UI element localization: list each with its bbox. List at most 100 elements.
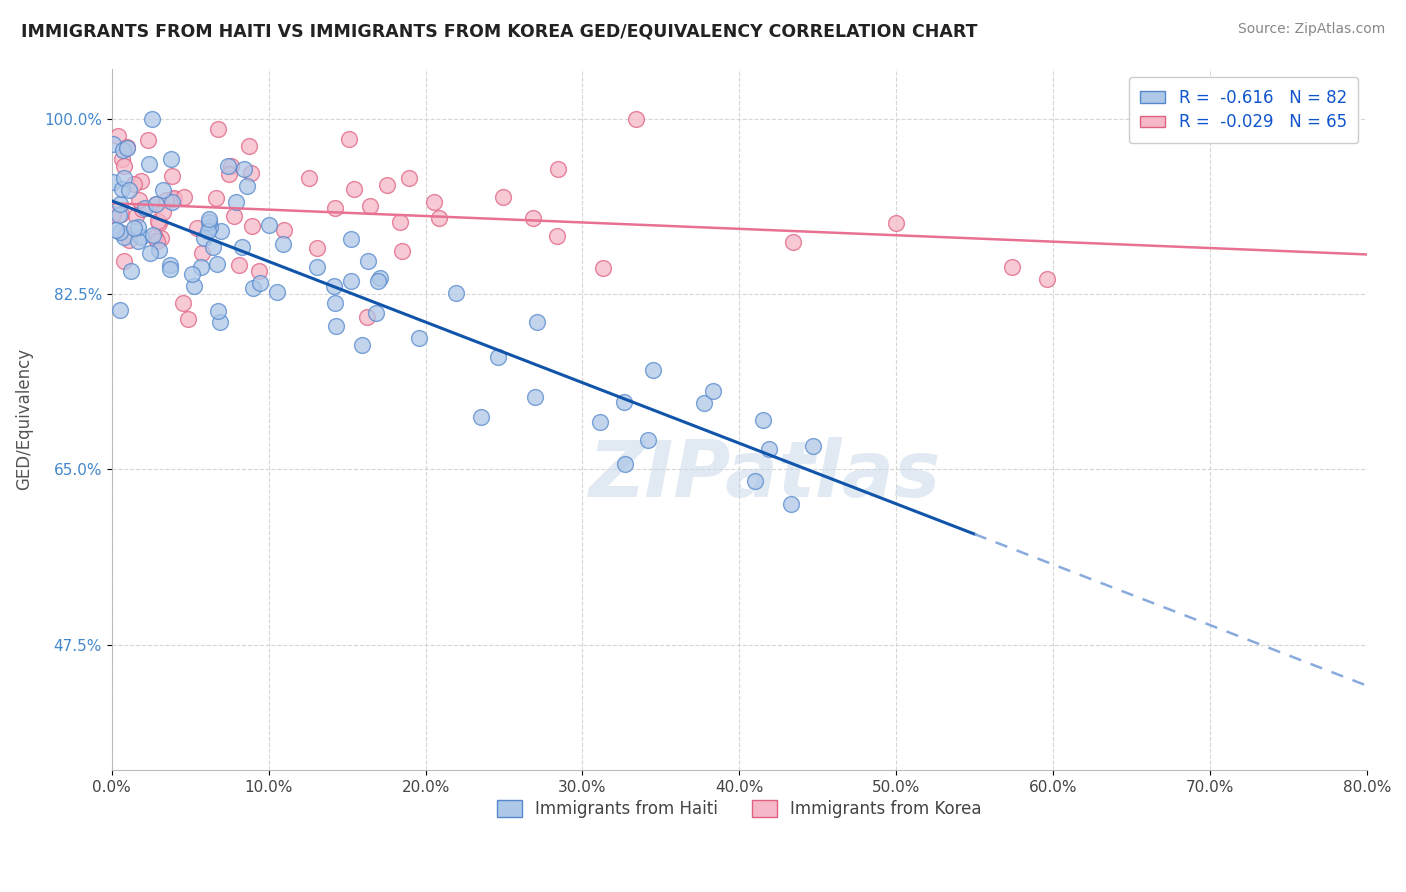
Point xyxy=(388,215,411,229)
Point xyxy=(307,260,329,275)
Point xyxy=(198,211,221,226)
Text: IMMIGRANTS FROM HAITI VS IMMIGRANTS FROM KOREA GED/EQUIVALENCY CORRELATION CHART: IMMIGRANTS FROM HAITI VS IMMIGRANTS FROM… xyxy=(21,22,977,40)
Point xyxy=(702,384,724,398)
Point xyxy=(446,286,468,301)
Point xyxy=(325,318,347,333)
Point xyxy=(205,256,228,270)
Point xyxy=(236,179,259,194)
Point xyxy=(322,279,344,293)
Point xyxy=(112,229,135,244)
Point xyxy=(129,230,152,244)
Point xyxy=(359,199,381,213)
Point xyxy=(118,233,141,247)
Point xyxy=(180,267,202,281)
Point xyxy=(522,211,544,226)
Point xyxy=(191,246,214,260)
Point xyxy=(138,246,160,260)
Point xyxy=(120,263,142,277)
Point xyxy=(105,223,128,237)
Point xyxy=(423,194,446,209)
Point xyxy=(145,197,167,211)
Point xyxy=(115,227,138,241)
Text: ZIPatlas: ZIPatlas xyxy=(588,437,941,514)
Point xyxy=(486,350,509,364)
Point xyxy=(112,159,135,173)
Point xyxy=(163,191,186,205)
Point xyxy=(129,174,152,188)
Point xyxy=(172,296,194,310)
Point xyxy=(101,175,124,189)
Point xyxy=(1000,260,1022,275)
Point xyxy=(242,281,264,295)
Point xyxy=(364,306,387,320)
Point xyxy=(186,220,208,235)
Point xyxy=(111,153,134,167)
Point xyxy=(626,112,648,127)
Point xyxy=(128,193,150,207)
Point xyxy=(110,207,132,221)
Point xyxy=(225,194,247,209)
Point xyxy=(152,183,174,197)
Point xyxy=(208,315,231,329)
Point xyxy=(222,209,245,223)
Point xyxy=(526,315,548,329)
Point xyxy=(693,395,716,409)
Point xyxy=(112,254,135,268)
Point xyxy=(145,197,167,211)
Point xyxy=(343,182,366,196)
Point xyxy=(114,170,136,185)
Point xyxy=(111,182,134,196)
Point xyxy=(142,227,165,242)
Point xyxy=(162,169,184,183)
Point xyxy=(751,413,773,427)
Point xyxy=(145,230,167,244)
Point xyxy=(152,205,174,219)
Point xyxy=(118,183,141,197)
Point xyxy=(323,202,346,216)
Legend: Immigrants from Haiti, Immigrants from Korea: Immigrants from Haiti, Immigrants from K… xyxy=(491,793,988,825)
Point xyxy=(298,171,321,186)
Point xyxy=(340,232,363,246)
Point xyxy=(339,274,361,288)
Point xyxy=(247,264,270,278)
Point xyxy=(350,337,373,351)
Point xyxy=(146,234,169,248)
Point xyxy=(177,312,200,326)
Point xyxy=(546,228,568,243)
Text: Source: ZipAtlas.com: Source: ZipAtlas.com xyxy=(1237,22,1385,37)
Point xyxy=(257,218,280,232)
Point xyxy=(470,409,492,424)
Point xyxy=(107,129,129,144)
Point xyxy=(356,310,378,324)
Point xyxy=(148,214,170,228)
Point xyxy=(492,190,515,204)
Point xyxy=(641,363,664,377)
Point xyxy=(242,219,264,233)
Point xyxy=(155,193,177,207)
Point xyxy=(398,170,420,185)
Point xyxy=(782,235,804,250)
Point xyxy=(1036,271,1059,285)
Point xyxy=(131,202,153,216)
Point xyxy=(323,295,346,310)
Point xyxy=(127,234,149,248)
Point xyxy=(202,240,225,254)
Point xyxy=(375,178,398,193)
Point xyxy=(408,331,430,345)
Point xyxy=(101,206,124,220)
Point xyxy=(198,215,221,229)
Point xyxy=(207,122,229,136)
Point xyxy=(207,304,229,318)
Point xyxy=(218,159,240,173)
Point xyxy=(614,457,637,471)
Point xyxy=(115,141,138,155)
Point xyxy=(173,190,195,204)
Point xyxy=(162,195,184,210)
Point xyxy=(159,258,181,272)
Point xyxy=(136,133,159,147)
Point xyxy=(589,415,612,429)
Point xyxy=(122,221,145,235)
Point xyxy=(233,162,256,177)
Point xyxy=(266,285,288,300)
Point xyxy=(160,153,183,167)
